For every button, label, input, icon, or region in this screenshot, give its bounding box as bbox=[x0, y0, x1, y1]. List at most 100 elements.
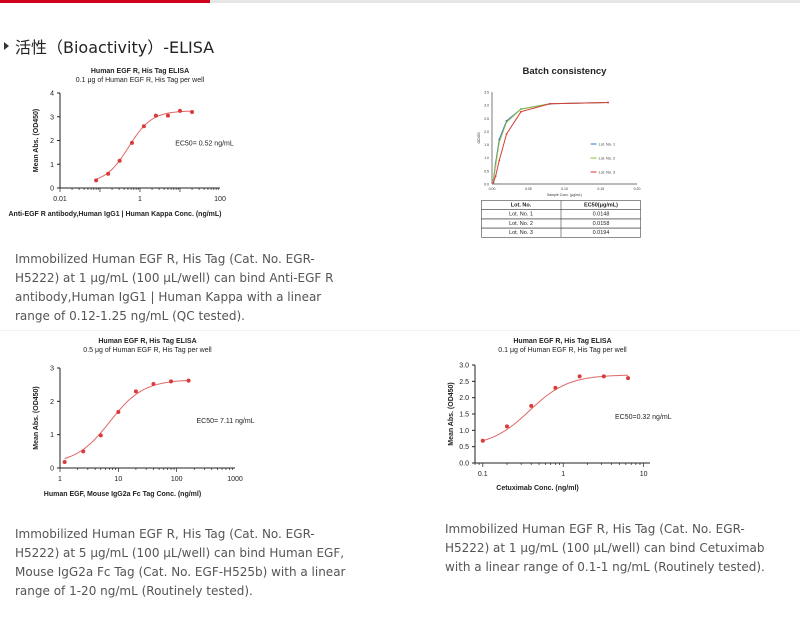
data-point bbox=[129, 140, 134, 145]
fit-curve bbox=[64, 379, 189, 459]
y-tick-label: 1.5 bbox=[459, 412, 469, 419]
chart-1: Human EGF R, His Tag ELISA 0.1 μg of Huma… bbox=[9, 68, 234, 218]
x-axis-label: Anti-EGF R antibody,Human IgG1 | Human K… bbox=[9, 211, 222, 218]
x-tick-label: 0.05 bbox=[525, 187, 532, 191]
data-point bbox=[106, 171, 111, 176]
table-cell: Lot. No. 2 bbox=[509, 221, 533, 227]
legend-label: Lot. No. 2 bbox=[599, 156, 615, 160]
series-point bbox=[494, 164, 497, 167]
chart-batch-panel: Batch consistency 0.0 0.5 1.0 1.5 2.0 2.5 3.0 3.… bbox=[470, 60, 650, 200]
data-point bbox=[626, 376, 631, 381]
series-point bbox=[505, 121, 508, 124]
y-axis-label: Mean Abs. (OD450) bbox=[448, 382, 455, 446]
chart-subtitle: 0.5 μg of Human EGF R, His Tag per well bbox=[83, 347, 212, 354]
description-3: Immobilized Human EGF R, His Tag (Cat. N… bbox=[445, 522, 765, 574]
x-tick-label: 1 bbox=[58, 476, 62, 483]
y-tick-label: 3.0 bbox=[484, 104, 489, 108]
x-tick-label: 0.1 bbox=[478, 471, 488, 478]
series-line bbox=[492, 102, 609, 183]
chart-2: Human EGF R, His Tag ELISA 0.5 μg of Huma… bbox=[33, 338, 255, 498]
chart-title: Human EGF R, His Tag ELISA bbox=[98, 338, 196, 345]
chart-title: Human EGF R, His Tag ELISA bbox=[513, 338, 611, 345]
series-point bbox=[520, 108, 522, 110]
chart-subtitle: 0.1 μg of Human EGF R, His Tag per well bbox=[498, 347, 627, 354]
x-tick-label: 10 bbox=[114, 476, 122, 483]
x-tick-label: 0.00 bbox=[489, 187, 496, 191]
x-tick-label: 100 bbox=[171, 476, 183, 483]
data-point bbox=[601, 374, 606, 379]
legend-label: Lot. No. 3 bbox=[599, 170, 615, 174]
series-point bbox=[492, 181, 495, 184]
section-title: 活性（Bioactivity）-ELISA bbox=[15, 38, 215, 57]
table-header-cell: Lot. No. bbox=[511, 203, 532, 209]
ec50-annotation: EC50= 0.52 ng/mL bbox=[175, 140, 234, 147]
table-cell: 0.0194 bbox=[593, 230, 610, 236]
y-tick-label: 3 bbox=[50, 366, 54, 373]
y-tick-label: 2.5 bbox=[484, 117, 489, 121]
table-cell: Lot. No. 3 bbox=[509, 230, 533, 236]
x-tick-label: 1000 bbox=[227, 476, 243, 483]
table-cell: 0.0158 bbox=[593, 221, 610, 227]
y-tick-label: 0.5 bbox=[459, 444, 469, 451]
description-1: Immobilized Human EGF R, His Tag (Cat. N… bbox=[15, 252, 334, 323]
data-point bbox=[169, 379, 174, 384]
y-tick-label: 0 bbox=[50, 186, 54, 193]
y-tick-label: 2 bbox=[50, 399, 54, 406]
data-point bbox=[190, 110, 195, 114]
chart-3: Human EGF R, His Tag ELISA 0.1 μg of Huma… bbox=[448, 338, 672, 492]
series-line bbox=[492, 102, 609, 181]
data-point bbox=[133, 389, 138, 394]
x-axis-label: Cetuximab Conc. (ng/ml) bbox=[496, 485, 578, 492]
y-tick-label: 0 bbox=[50, 466, 54, 473]
data-point bbox=[141, 124, 146, 129]
y-tick-label: 3 bbox=[50, 114, 54, 121]
description-2: Immobilized Human EGF R, His Tag (Cat. N… bbox=[15, 527, 346, 598]
chart-title: Batch consistency bbox=[523, 66, 608, 77]
y-tick-label: 0.5 bbox=[484, 169, 489, 173]
top-rule bbox=[0, 0, 800, 3]
data-point bbox=[98, 433, 103, 438]
data-point bbox=[94, 178, 99, 183]
data-point bbox=[117, 158, 122, 163]
data-point bbox=[480, 438, 485, 443]
data-point bbox=[153, 113, 158, 118]
y-axis-label: OD450 bbox=[477, 132, 481, 143]
series-point bbox=[498, 141, 501, 143]
x-axis-label: Sample Conc. (μg/mL) bbox=[547, 193, 582, 197]
table-cell: 0.0148 bbox=[593, 212, 610, 218]
batch-table: Lot. No. EC50(μg/mL) Lot. No. 1 0.0148 Lot. … bbox=[481, 200, 641, 238]
data-point bbox=[186, 378, 191, 383]
data-point bbox=[165, 113, 170, 118]
y-tick-label: 4 bbox=[50, 91, 54, 98]
table-cell: Lot. No. 1 bbox=[509, 212, 533, 218]
ec50-annotation: EC50= 7.11 ng/mL bbox=[197, 418, 255, 425]
chart-3-panel: Human EGF R, His Tag ELISA 0.1 μg of Huma… bbox=[435, 335, 685, 495]
chart-title: Human EGF R, His Tag ELISA bbox=[91, 68, 189, 75]
top-rule-accent bbox=[0, 0, 210, 3]
series-point bbox=[520, 110, 522, 113]
ec50-annotation: EC50=0.32 ng/mL bbox=[615, 414, 672, 421]
data-point bbox=[505, 424, 510, 429]
x-tick-label: 0.15 bbox=[597, 187, 604, 191]
y-tick-label: 2.5 bbox=[459, 379, 469, 386]
y-tick-label: 1.5 bbox=[484, 143, 489, 147]
y-tick-label: 3.5 bbox=[484, 91, 489, 95]
series-point bbox=[607, 101, 609, 104]
x-tick-label: 0.20 bbox=[634, 187, 641, 191]
x-tick-label: 0.01 bbox=[53, 196, 67, 203]
data-point bbox=[62, 460, 67, 464]
x-tick-label: 100 bbox=[214, 196, 226, 203]
chart-1-panel: Human EGF R, His Tag ELISA 0.1 μg of Huma… bbox=[9, 65, 285, 235]
y-tick-label: 2.0 bbox=[459, 395, 469, 402]
y-tick-label: 0.0 bbox=[459, 461, 469, 468]
data-point bbox=[529, 403, 534, 408]
series-point bbox=[498, 159, 501, 162]
series-point bbox=[494, 175, 497, 178]
lower-band bbox=[0, 330, 800, 621]
y-tick-label: 1 bbox=[50, 432, 54, 439]
data-point bbox=[577, 374, 582, 379]
chart-subtitle: 0.1 μg of Human EGF R, His Tag per well bbox=[76, 77, 205, 84]
y-axis-label: Mean Abs. (OD450) bbox=[33, 386, 40, 450]
batch-table-panel: Lot. No. EC50(μg/mL) Lot. No. 1 0.0148 Lot. … bbox=[481, 200, 641, 240]
y-axis-label: Mean Abs. (OD450) bbox=[33, 109, 40, 173]
